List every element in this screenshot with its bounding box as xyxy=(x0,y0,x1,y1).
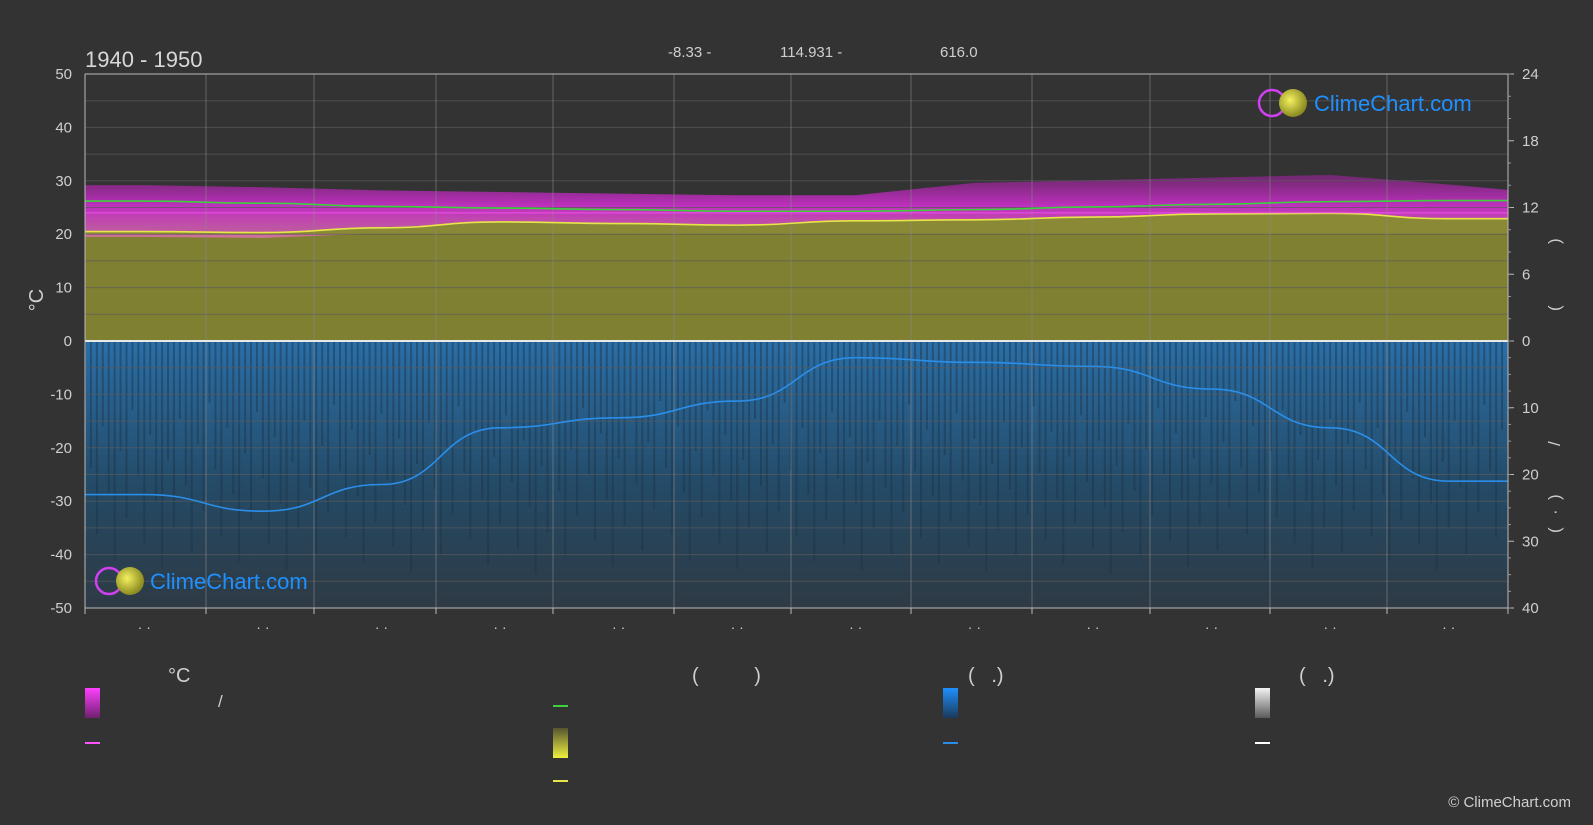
y-right-top-tick-label: 18 xyxy=(1522,133,1539,150)
y-tick-label: -50 xyxy=(50,600,72,617)
right-bottom-label-open: ( xyxy=(1545,527,1564,533)
x-tick-label: · · xyxy=(731,619,744,635)
y-axis-label: °C xyxy=(26,289,48,311)
y-tick-label: 10 xyxy=(55,280,72,297)
legend-swatch-rain xyxy=(943,688,958,718)
legend: °C ( ) ( .) ( .) / xyxy=(0,640,1593,825)
right-bottom-label-dot: · xyxy=(1545,509,1564,515)
gridlines xyxy=(84,73,1509,609)
y-right-bottom-tick-label: 10 xyxy=(1522,400,1539,417)
x-tick-label: · · xyxy=(968,619,981,635)
y-tick-label: -10 xyxy=(50,386,72,403)
x-tick-label: · · xyxy=(612,619,625,635)
daylight-line xyxy=(85,199,1508,213)
y-tick-label: -40 xyxy=(50,547,72,564)
series-layer xyxy=(85,199,1508,513)
x-tick-label: · · xyxy=(138,619,151,635)
x-tick-label: · · xyxy=(256,619,269,635)
x-tick-label: · · xyxy=(1442,619,1455,635)
right-bottom-label-close: ) xyxy=(1545,494,1564,500)
coord-elevation: 616.0 xyxy=(940,44,978,61)
logo-text: ClimeChart.com xyxy=(1314,91,1472,116)
x-tick-label: · · xyxy=(493,619,506,635)
y-right-top-tick-label: 0 xyxy=(1522,333,1530,350)
sunshine-line xyxy=(85,212,1508,234)
coord-latitude: -8.33 - xyxy=(668,44,711,61)
logo-text: ClimeChart.com xyxy=(150,569,308,594)
y-right-bottom-tick-label: 30 xyxy=(1522,533,1539,550)
y-right-top-tick-label: 12 xyxy=(1522,200,1539,217)
logo-sun-icon xyxy=(1279,89,1307,117)
logo-sun-icon xyxy=(116,567,144,595)
legend-swatch-snow xyxy=(1255,688,1270,718)
x-tick-label: · · xyxy=(1086,619,1099,635)
right-top-label-open: ( xyxy=(1545,305,1564,311)
legend-heading-snow: ( .) xyxy=(1299,665,1335,687)
legend-heading-rain: ( .) xyxy=(968,665,1004,687)
climate-chart: 1940 - 1950 -8.33 - 114.931 - 616.0 50 40… xyxy=(26,44,1564,635)
x-tick-label: · · xyxy=(375,619,388,635)
legend-swatch-sunshine xyxy=(553,728,568,758)
axes-layer: 50 40 30 20 10 0 -10 -20 -30 -40 -50 24 18 12 6 0 10 20 30… xyxy=(50,66,1538,635)
copyright: © ClimeChart.com xyxy=(1448,794,1571,811)
y-tick-label: 40 xyxy=(55,119,72,136)
legend-heading-temperature: °C xyxy=(168,665,191,687)
y-tick-label: -20 xyxy=(50,440,72,457)
y-tick-label: 30 xyxy=(55,173,72,190)
legend-heading-sunshine: ( ) xyxy=(692,665,761,687)
y-tick-label: 0 xyxy=(64,333,72,350)
y-tick-label: 50 xyxy=(55,66,72,83)
right-top-label-close: ) xyxy=(1545,238,1564,244)
y-right-top-tick-label: 24 xyxy=(1522,66,1539,83)
precipitation-line xyxy=(85,356,1508,513)
y-right-bottom-tick-label: 20 xyxy=(1522,467,1539,484)
y-tick-label: -30 xyxy=(50,493,72,510)
legend-symbols xyxy=(85,688,1270,782)
legend-swatch-temp-range xyxy=(85,688,100,718)
y-tick-label: 20 xyxy=(55,226,72,243)
coord-longitude: 114.931 - xyxy=(780,44,842,61)
logo-bottom-left[interactable]: ClimeChart.com xyxy=(94,566,308,596)
legend-item-temp-range: / xyxy=(218,692,223,711)
logo-top-right[interactable]: ClimeChart.com xyxy=(1257,88,1472,118)
x-tick-label: · · xyxy=(849,619,862,635)
x-tick-label: · · xyxy=(1205,619,1218,635)
temperature-range-band xyxy=(85,174,1508,238)
period-title: 1940 - 1950 xyxy=(85,47,202,72)
right-bottom-label-slash: / xyxy=(1545,441,1564,446)
y-right-top-tick-label: 6 xyxy=(1522,266,1530,283)
y-right-bottom-tick-label: 40 xyxy=(1522,600,1539,617)
background-bands xyxy=(84,174,1508,608)
x-tick-label: · · xyxy=(1324,619,1337,635)
